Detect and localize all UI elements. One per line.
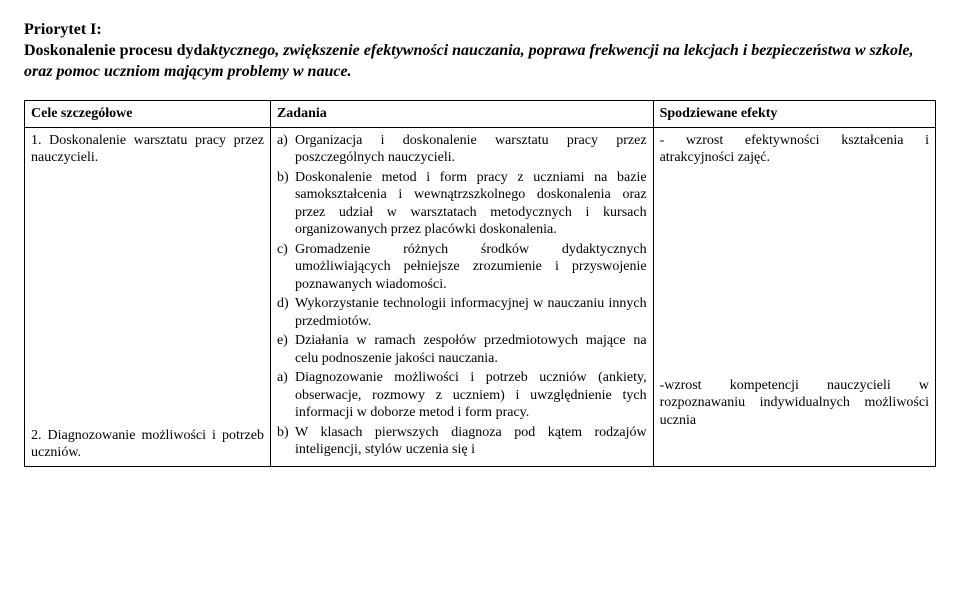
marker-a: a)	[277, 132, 295, 167]
header-zadania: Zadania	[270, 101, 653, 128]
cele-item-1: 1. Doskonalenie warsztatu pracy przez na…	[31, 132, 264, 167]
cell-zadania: a) Organizacja i doskonalenie warsztatu …	[270, 127, 653, 466]
efekt-2: -wzrost kompetencji nauczycieli w rozpoz…	[660, 377, 929, 430]
heading-line2: Doskonalenie procesu dydaktycznego, zwię…	[24, 41, 936, 83]
table-header-row: Cele szczegółowe Zadania Spodziewane efe…	[25, 101, 936, 128]
zadania-d-text: Wykorzystanie technologii informacyjnej …	[295, 295, 647, 330]
zadania-item-d: d) Wykorzystanie technologii informacyjn…	[277, 295, 647, 330]
zadania-item-b: b) Doskonalenie metod i form pracy z ucz…	[277, 169, 647, 239]
header-efekty: Spodziewane efekty	[653, 101, 935, 128]
header-cele: Cele szczegółowe	[25, 101, 271, 128]
marker-b2: b)	[277, 424, 295, 459]
marker-d: d)	[277, 295, 295, 330]
zadania-item-c: c) Gromadzenie różnych środków dydaktycz…	[277, 241, 647, 294]
zadania-item-e: e) Działania w ramach zespołów przedmiot…	[277, 332, 647, 367]
goals-table: Cele szczegółowe Zadania Spodziewane efe…	[24, 100, 936, 467]
zadania-item-a: a) Organizacja i doskonalenie warsztatu …	[277, 132, 647, 167]
zadania-e-text: Działania w ramach zespołów przedmiotowy…	[295, 332, 647, 367]
zadania-item-b2: b) W klasach pierwszych diagnoza pod kąt…	[277, 424, 647, 459]
zadania-c-text: Gromadzenie różnych środków dydaktycznyc…	[295, 241, 647, 294]
zadania-b-text: Doskonalenie metod i form pracy z ucznia…	[295, 169, 647, 239]
cell-cele: 1. Doskonalenie warsztatu pracy przez na…	[25, 127, 271, 466]
zadania-item-a2: a) Diagnozowanie możliwości i potrzeb uc…	[277, 369, 647, 422]
efekt-1: - wzrost efektywności kształcenia i atra…	[660, 132, 929, 167]
zadania-a-text: Organizacja i doskonalenie warsztatu pra…	[295, 132, 647, 167]
marker-c: c)	[277, 241, 295, 294]
heading-line1: Priorytet I:	[24, 20, 936, 41]
zadania-a2-text: Diagnozowanie możliwości i potrzeb uczni…	[295, 369, 647, 422]
zadania-b2-text: W klasach pierwszych diagnoza pod kątem …	[295, 424, 647, 459]
priority-heading: Priorytet I: Doskonalenie procesu dydakt…	[24, 20, 936, 82]
cele-item-2: 2. Diagnozowanie możliwości i potrzeb uc…	[31, 427, 264, 462]
cell-efekty: - wzrost efektywności kształcenia i atra…	[653, 127, 935, 466]
heading-line2-part1: Doskonalenie procesu dyda	[24, 42, 210, 59]
marker-e: e)	[277, 332, 295, 367]
marker-a2: a)	[277, 369, 295, 422]
marker-b: b)	[277, 169, 295, 239]
table-row: 1. Doskonalenie warsztatu pracy przez na…	[25, 127, 936, 466]
